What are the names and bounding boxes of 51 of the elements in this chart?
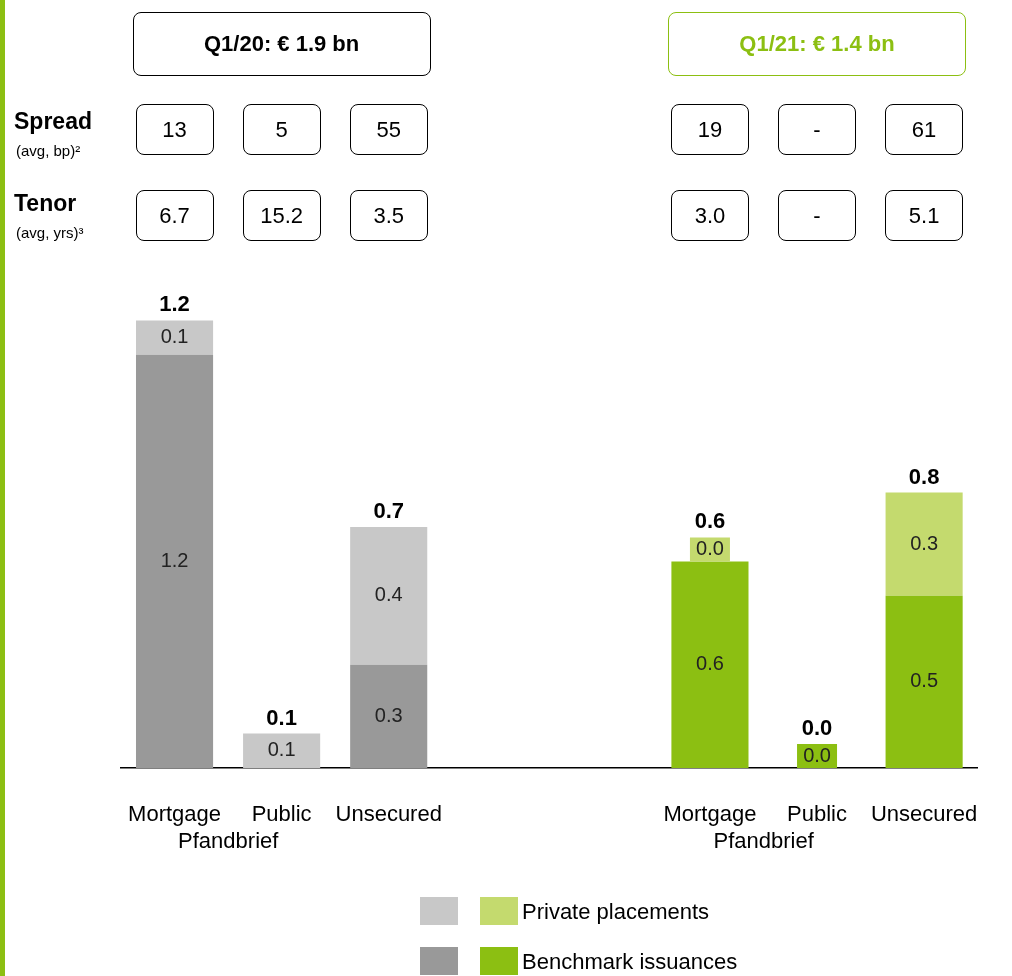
data-label: 0.0 (801, 715, 833, 741)
text: 5.1 (885, 190, 964, 241)
data-label: 0.5 (910, 669, 939, 692)
text: Tenor (14, 190, 77, 217)
bar (885, 492, 963, 596)
text: - (778, 104, 857, 155)
x-tick-label: Public (787, 801, 847, 827)
text: 15.2 (242, 190, 321, 241)
text: Pfandbrief (178, 828, 279, 854)
legend-label: Private placements (522, 899, 710, 925)
data-label: 0.4 (374, 583, 403, 606)
text: 3.0 (670, 190, 749, 241)
text: 61 (885, 104, 964, 155)
text: 6.7 (135, 190, 214, 241)
bar (350, 664, 428, 768)
text: Q1/21: € 1.4 bn (667, 12, 967, 76)
text: Spread (14, 108, 92, 135)
bar (135, 354, 214, 768)
total-label: 0.0 (803, 743, 831, 766)
data-label: 0.1 (267, 738, 296, 761)
text: 13 (135, 104, 214, 155)
text: 55 (349, 104, 428, 155)
text: 3.5 (349, 190, 428, 241)
data-label: 0.0 (696, 536, 724, 559)
total-label: 0.6 (694, 508, 726, 534)
bar (885, 595, 963, 768)
text: 19 (670, 104, 749, 155)
x-tick-label: Public (251, 801, 312, 827)
data-label: 0.6 (696, 652, 724, 675)
data-label: 1.2 (160, 548, 189, 571)
bar (243, 733, 321, 768)
bar (135, 320, 214, 355)
total-label: 0.8 (908, 463, 940, 489)
text: Q1/20: € 1.9 bn (132, 12, 431, 76)
data-label: 0.3 (910, 531, 939, 554)
total-label: 0.1 (266, 704, 297, 730)
x-tick-label: Unsecured (335, 801, 442, 827)
legend-label: Benchmark issuances (522, 949, 738, 975)
total-label: 1.2 (159, 291, 190, 317)
text: (avg, yrs)³ (16, 224, 84, 241)
total-label: 0.7 (373, 498, 404, 524)
data-label: 0.3 (374, 703, 403, 726)
text: (avg, bp)² (16, 142, 81, 159)
x-tick-label: Mortgage (128, 801, 222, 827)
bar (350, 527, 428, 665)
x-tick-label: Mortgage (663, 801, 757, 827)
text: - (778, 190, 857, 241)
text: Pfandbrief (713, 828, 814, 854)
text: 5 (242, 104, 321, 155)
x-tick-label: Unsecured (870, 801, 978, 827)
data-label: 0.1 (160, 325, 189, 348)
